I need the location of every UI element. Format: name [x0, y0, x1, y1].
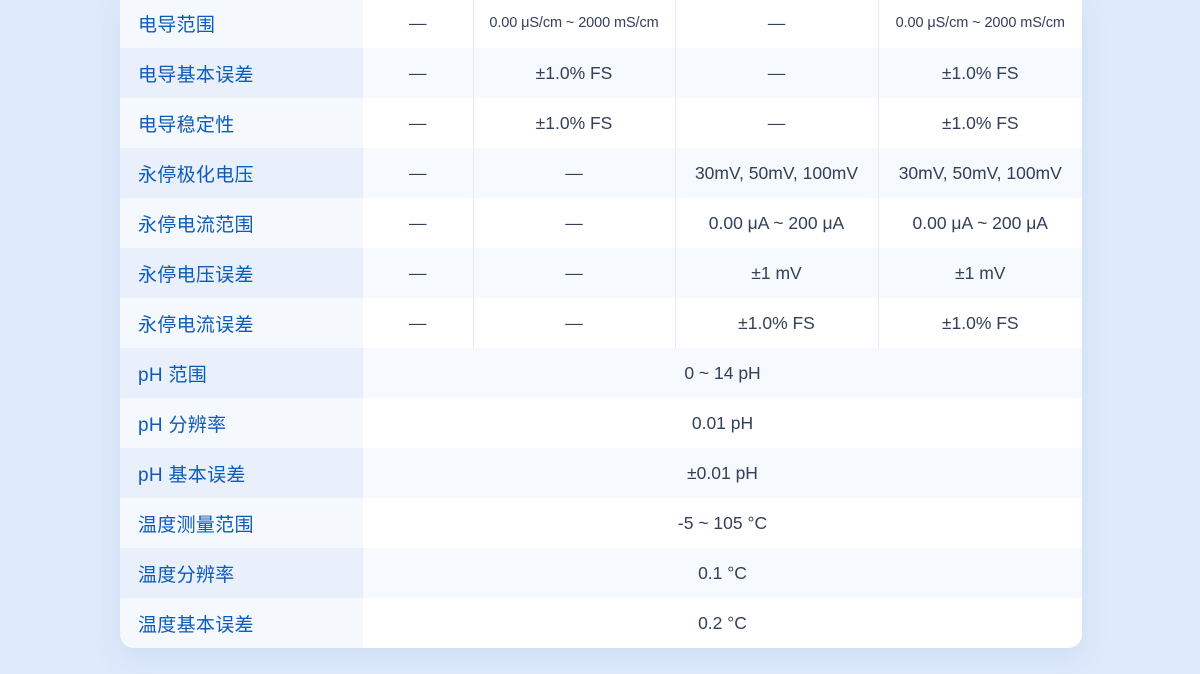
row-label: pH 基本误差 [120, 448, 363, 498]
row-value-1: — [363, 248, 473, 298]
row-value-1: — [363, 0, 473, 48]
row-label: 永停电压误差 [120, 248, 363, 298]
table-row: 永停电流误差 — — ±1.0% FS ±1.0% FS [120, 298, 1082, 348]
specification-card: 电导范围 — 0.00 μS/cm ~ 2000 mS/cm — 0.00 μS… [120, 0, 1082, 648]
row-value-merged: -5 ~ 105 °C [363, 498, 1082, 548]
row-value-4: ±1.0% FS [877, 98, 1082, 148]
table-row: 电导范围 — 0.00 μS/cm ~ 2000 mS/cm — 0.00 μS… [120, 0, 1082, 48]
row-value-3: 0.00 μA ~ 200 μA [674, 198, 878, 248]
row-value-4: ±1.0% FS [877, 298, 1082, 348]
row-label: 温度测量范围 [120, 498, 363, 548]
row-label: 温度分辨率 [120, 548, 363, 598]
row-value-merged: 0.01 pH [363, 398, 1082, 448]
row-label: 温度基本误差 [120, 598, 363, 648]
specification-table-body: 电导范围 — 0.00 μS/cm ~ 2000 mS/cm — 0.00 μS… [120, 0, 1082, 648]
row-value-1: — [363, 48, 473, 98]
row-value-1: — [363, 198, 473, 248]
row-value-2: — [472, 298, 675, 348]
row-value-1: — [363, 98, 473, 148]
table-row: 温度分辨率 0.1 °C [120, 548, 1082, 598]
table-row: 温度测量范围 -5 ~ 105 °C [120, 498, 1082, 548]
row-label: 电导稳定性 [120, 98, 363, 148]
row-label: 电导基本误差 [120, 48, 363, 98]
table-row: pH 范围 0 ~ 14 pH [120, 348, 1082, 398]
table-row: pH 基本误差 ±0.01 pH [120, 448, 1082, 498]
table-row: 永停极化电压 — — 30mV, 50mV, 100mV 30mV, 50mV,… [120, 148, 1082, 198]
row-value-3: ±1.0% FS [674, 298, 878, 348]
specification-table: 电导范围 — 0.00 μS/cm ~ 2000 mS/cm — 0.00 μS… [120, 0, 1082, 648]
row-value-1: — [363, 148, 473, 198]
row-value-merged: 0.1 °C [363, 548, 1082, 598]
row-value-2: — [472, 198, 675, 248]
row-label: 永停电流范围 [120, 198, 363, 248]
row-value-4: 0.00 μA ~ 200 μA [877, 198, 1082, 248]
row-value-2: — [472, 248, 675, 298]
row-value-2: — [472, 148, 675, 198]
row-value-3: 30mV, 50mV, 100mV [674, 148, 878, 198]
row-label: 永停极化电压 [120, 148, 363, 198]
row-value-3: — [674, 0, 878, 48]
table-row: pH 分辨率 0.01 pH [120, 398, 1082, 448]
row-value-3: — [674, 48, 878, 98]
row-value-4: ±1 mV [877, 248, 1082, 298]
table-row: 温度基本误差 0.2 °C [120, 598, 1082, 648]
row-value-4: 0.00 μS/cm ~ 2000 mS/cm [877, 0, 1082, 48]
row-value-2: 0.00 μS/cm ~ 2000 mS/cm [472, 0, 675, 48]
row-value-4: ±1.0% FS [877, 48, 1082, 98]
row-value-2: ±1.0% FS [472, 48, 675, 98]
row-value-1: — [363, 298, 473, 348]
row-label: pH 范围 [120, 348, 363, 398]
table-row: 电导基本误差 — ±1.0% FS — ±1.0% FS [120, 48, 1082, 98]
row-value-3: ±1 mV [674, 248, 878, 298]
row-value-3: — [674, 98, 878, 148]
row-value-merged: 0 ~ 14 pH [363, 348, 1082, 398]
row-value-2: ±1.0% FS [472, 98, 675, 148]
row-label: 电导范围 [120, 0, 363, 48]
row-value-merged: ±0.01 pH [363, 448, 1082, 498]
row-label: 永停电流误差 [120, 298, 363, 348]
row-value-merged: 0.2 °C [363, 598, 1082, 648]
table-row: 永停电压误差 — — ±1 mV ±1 mV [120, 248, 1082, 298]
row-value-4: 30mV, 50mV, 100mV [877, 148, 1082, 198]
table-row: 电导稳定性 — ±1.0% FS — ±1.0% FS [120, 98, 1082, 148]
row-label: pH 分辨率 [120, 398, 363, 448]
table-row: 永停电流范围 — — 0.00 μA ~ 200 μA 0.00 μA ~ 20… [120, 198, 1082, 248]
